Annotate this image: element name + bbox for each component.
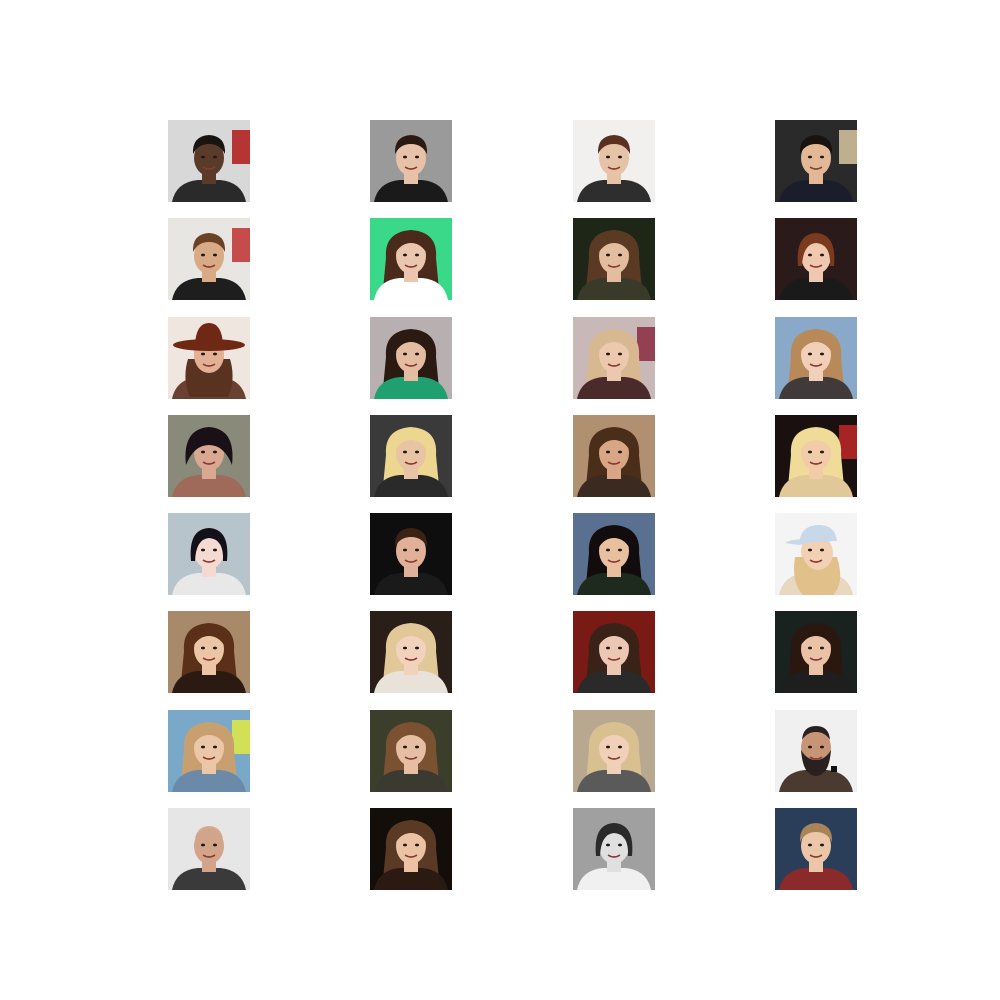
face-photo xyxy=(573,415,655,497)
face-photo xyxy=(370,808,452,890)
face-photo xyxy=(168,513,250,595)
face-photo xyxy=(168,120,250,202)
face-photo xyxy=(370,513,452,595)
face-photo-image xyxy=(168,611,250,693)
face-photo xyxy=(168,218,250,300)
face-photo-image xyxy=(775,611,857,693)
face-photo-image xyxy=(775,415,857,497)
face-photo-image xyxy=(370,611,452,693)
face-photo xyxy=(573,611,655,693)
face-photo xyxy=(168,710,250,792)
face-photo-image xyxy=(168,317,250,399)
face-photo xyxy=(168,317,250,399)
face-photo-image xyxy=(573,513,655,595)
face-photo-image xyxy=(168,120,250,202)
face-photo-image xyxy=(573,415,655,497)
face-photo-image xyxy=(370,415,452,497)
face-photo-image xyxy=(573,611,655,693)
face-photo-image xyxy=(168,513,250,595)
face-photo xyxy=(775,808,857,890)
face-photo xyxy=(573,317,655,399)
face-photo-image xyxy=(370,317,452,399)
face-photo-image xyxy=(370,120,452,202)
face-photo xyxy=(370,120,452,202)
face-photo-image xyxy=(775,120,857,202)
face-photo-image xyxy=(370,218,452,300)
face-photo-image xyxy=(168,808,250,890)
face-photo-image xyxy=(573,710,655,792)
face-photo-image xyxy=(573,317,655,399)
face-photo xyxy=(370,611,452,693)
face-photo-image xyxy=(370,808,452,890)
face-photo-image xyxy=(573,808,655,890)
face-photo xyxy=(775,218,857,300)
face-photo-image xyxy=(775,317,857,399)
face-photo xyxy=(573,120,655,202)
face-photo-image xyxy=(775,218,857,300)
face-photo xyxy=(775,710,857,792)
face-photo-image xyxy=(168,710,250,792)
face-photo-image xyxy=(370,710,452,792)
face-photo xyxy=(370,218,452,300)
face-photo xyxy=(775,415,857,497)
face-photo xyxy=(573,218,655,300)
face-photo-image xyxy=(573,218,655,300)
face-photo xyxy=(573,710,655,792)
face-photo xyxy=(775,513,857,595)
face-photo xyxy=(370,710,452,792)
face-photo xyxy=(168,611,250,693)
face-photo-image xyxy=(168,415,250,497)
face-photo-image xyxy=(775,808,857,890)
face-photo xyxy=(573,808,655,890)
face-photo-image xyxy=(775,513,857,595)
face-photo xyxy=(775,611,857,693)
face-photo xyxy=(370,415,452,497)
face-photo-image xyxy=(573,120,655,202)
face-photo-image xyxy=(168,218,250,300)
face-photo xyxy=(775,317,857,399)
face-photo xyxy=(573,513,655,595)
face-photo xyxy=(168,808,250,890)
face-photo-image xyxy=(775,710,857,792)
face-photo xyxy=(370,317,452,399)
face-photo-image xyxy=(370,513,452,595)
face-photo xyxy=(775,120,857,202)
face-photo xyxy=(168,415,250,497)
